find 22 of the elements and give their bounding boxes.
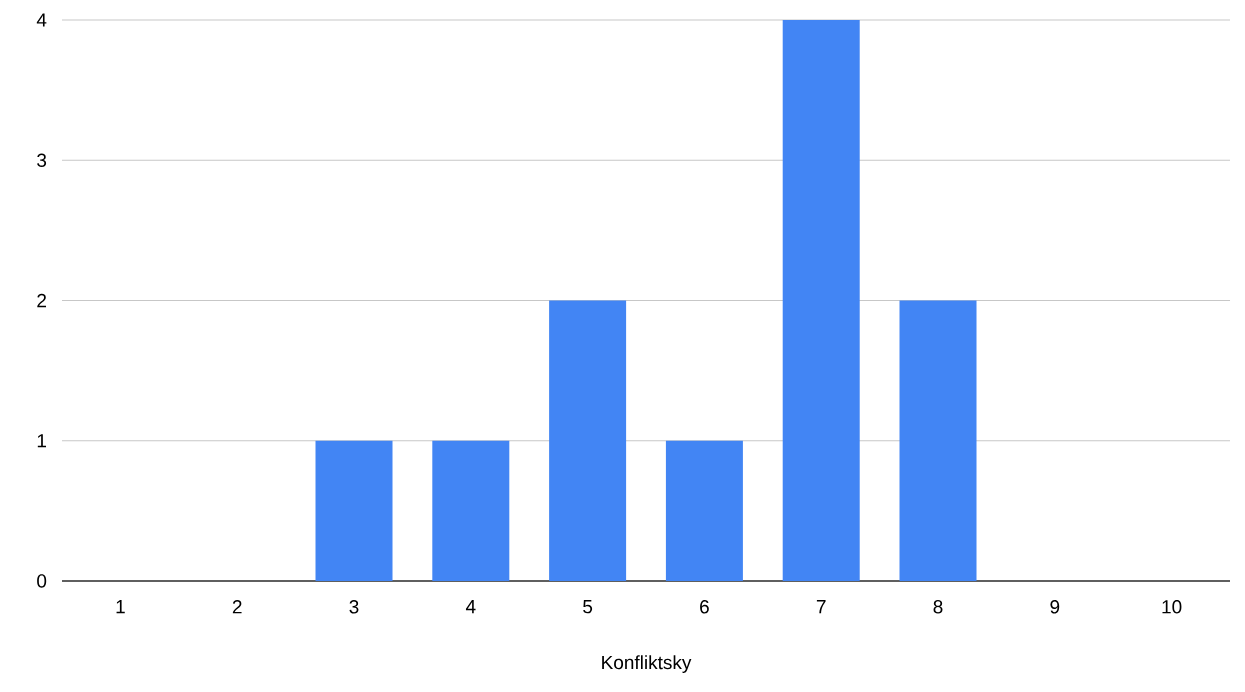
x-tick-label: 5 (583, 600, 593, 614)
y-tick-label: 1 (37, 434, 46, 448)
x-tick-label: 2 (232, 600, 242, 614)
x-tick-label: 10 (1162, 600, 1182, 614)
bar (665, 440, 743, 581)
x-tick-label: 3 (349, 600, 359, 614)
bar (432, 440, 510, 581)
y-tick-label: 2 (37, 293, 46, 308)
y-tick-label: 4 (36, 13, 47, 27)
x-tick-label: 1 (116, 600, 125, 614)
y-tick-label: 0 (37, 574, 47, 588)
x-tick-label: 6 (700, 600, 709, 614)
x-axis-title: Konfliktsky (602, 655, 692, 673)
x-tick-label: 4 (465, 600, 476, 614)
bar (782, 20, 860, 581)
bar (315, 440, 393, 581)
bar (549, 300, 627, 581)
y-tick-label: 3 (37, 153, 47, 167)
x-tick-label: 7 (816, 600, 826, 614)
bar (899, 300, 977, 581)
x-tick-label: 8 (933, 600, 943, 614)
x-tick-label: 9 (1050, 600, 1060, 614)
